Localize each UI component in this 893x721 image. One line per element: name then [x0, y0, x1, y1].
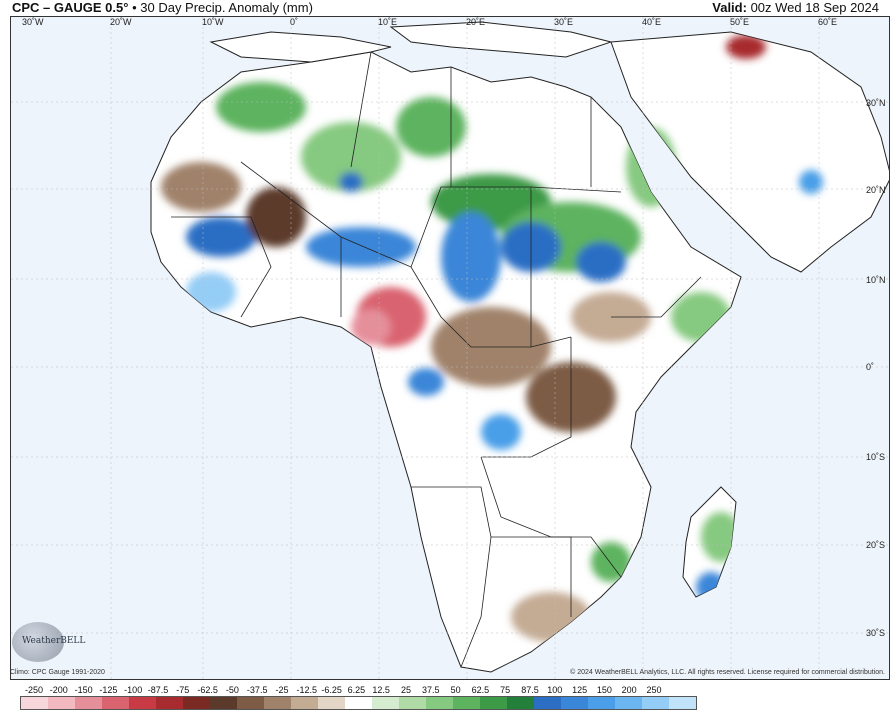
graticule — [11, 17, 889, 679]
legend-tick: 6.25 — [347, 685, 366, 695]
valid-value: 00z Wed 18 Sep 2024 — [750, 0, 879, 15]
longitude-label: 10˚W — [202, 17, 224, 27]
legend-swatch — [399, 697, 426, 709]
longitude-label: 0˚ — [290, 17, 299, 27]
legend-swatch — [669, 697, 696, 709]
precip-anomaly-field — [161, 35, 823, 642]
legend-tick: -6.25 — [321, 685, 342, 695]
legend-tick: 50 — [450, 685, 461, 695]
longitude-label: 30˚E — [554, 17, 574, 27]
legend-tick: -125 — [99, 685, 118, 695]
legend-tick: 125 — [572, 685, 588, 695]
map-title-group: CPC – GAUGE 0.5° • 30 Day Precip. Anomal… — [12, 0, 313, 15]
legend-swatch — [642, 697, 669, 709]
longitude-label: 10˚E — [378, 17, 398, 27]
legend-swatch — [615, 697, 642, 709]
legend-swatch — [426, 697, 453, 709]
longitude-label: 30˚W — [22, 17, 44, 27]
legend-swatch — [210, 697, 237, 709]
latitude-label: 20˚N — [866, 185, 886, 195]
longitude-label: 20˚E — [466, 17, 486, 27]
legend-colorbar — [20, 696, 697, 710]
product-subtitle: • 30 Day Precip. Anomaly (mm) — [132, 0, 313, 15]
legend-tick: 37.5 — [422, 685, 440, 695]
copyright-note: © 2024 WeatherBELL Analytics, LLC. All r… — [570, 669, 885, 676]
legend-swatch — [534, 697, 561, 709]
legend-tick: -150 — [74, 685, 93, 695]
legend-swatch — [102, 697, 129, 709]
legend-swatch — [588, 697, 615, 709]
legend-tick: -250 — [24, 685, 44, 695]
latitude-label: 30˚N — [866, 98, 886, 108]
legend-tick: -87.5 — [147, 685, 169, 695]
legend-tick: 75 — [500, 685, 511, 695]
legend-tick-labels: -250 -200 -150 -125 -100 -87.5 -75 -62.5 -50 -37.… — [20, 685, 662, 695]
legend-tick: -50 — [225, 685, 239, 695]
legend-swatch — [345, 697, 372, 709]
legend-tick: 12.5 — [372, 685, 390, 695]
longitude-label: 50˚E — [730, 17, 750, 27]
map-canvas[interactable] — [11, 17, 890, 680]
logo-text: WeatherBELL — [22, 636, 86, 646]
legend-swatch — [237, 697, 264, 709]
legend-tick: 150 — [596, 685, 612, 695]
legend-swatch — [21, 697, 48, 709]
legend-swatch — [453, 697, 480, 709]
legend-swatch — [561, 697, 588, 709]
legend-swatch — [48, 697, 75, 709]
legend-tick: -200 — [49, 685, 68, 695]
legend-swatch — [75, 697, 102, 709]
legend-tick: -75 — [176, 685, 190, 695]
legend-tick: -62.5 — [197, 685, 218, 695]
valid-time: Valid: 00z Wed 18 Sep 2024 — [712, 0, 879, 15]
latitude-label: 30˚S — [866, 628, 886, 638]
legend-swatch — [372, 697, 399, 709]
valid-label: Valid: — [712, 0, 747, 15]
legend-tick: 25 — [400, 685, 412, 695]
legend-swatch — [291, 697, 318, 709]
legend-swatch — [183, 697, 210, 709]
legend-tick: 250 — [646, 685, 662, 695]
latitude-label: 10˚N — [866, 275, 886, 285]
legend-tick: 87.5 — [521, 685, 539, 695]
legend-swatch — [480, 697, 507, 709]
legend-tick: -12.5 — [296, 685, 318, 695]
climo-note: Climo: CPC Gauge 1991-2020 — [10, 669, 105, 676]
map-panel[interactable] — [10, 16, 890, 680]
legend-tick: 62.5 — [471, 685, 490, 695]
longitude-label: 20˚W — [110, 17, 132, 27]
legend-swatch — [507, 697, 534, 709]
product-title: CPC – GAUGE 0.5° — [12, 0, 129, 15]
legend-tick: -100 — [124, 685, 143, 695]
longitude-label: 60˚E — [818, 17, 838, 27]
legend-tick: -25 — [275, 685, 289, 695]
latitude-label: 20˚S — [866, 540, 886, 550]
legend-swatch — [264, 697, 291, 709]
header-bar: CPC – GAUGE 0.5° • 30 Day Precip. Anomal… — [0, 0, 893, 16]
legend-tick: 100 — [547, 685, 563, 695]
legend-tick: 200 — [621, 685, 637, 695]
legend-tick: -37.5 — [246, 685, 268, 695]
latitude-label: 0˚ — [866, 362, 875, 372]
latitude-label: 10˚S — [866, 452, 886, 462]
weatherbell-logo — [12, 622, 64, 662]
longitude-label: 40˚E — [642, 17, 662, 27]
legend-swatch — [129, 697, 156, 709]
legend-swatch — [156, 697, 183, 709]
legend-swatch — [318, 697, 345, 709]
